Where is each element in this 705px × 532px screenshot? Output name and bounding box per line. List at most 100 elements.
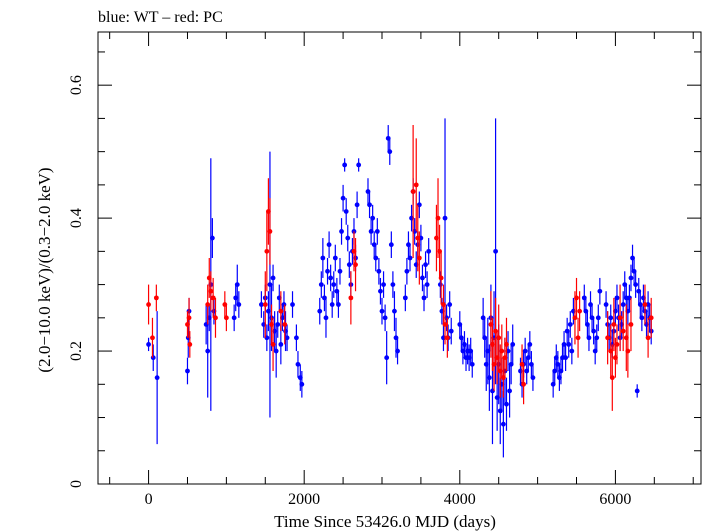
data-point xyxy=(416,255,422,261)
data-point xyxy=(420,275,425,281)
data-point xyxy=(620,328,626,334)
data-point xyxy=(402,295,408,301)
data-point xyxy=(278,308,284,314)
data-point xyxy=(236,302,242,307)
data-point xyxy=(486,375,492,381)
data-point xyxy=(270,342,276,347)
data-point xyxy=(442,322,448,327)
data-point xyxy=(384,355,390,361)
data-point xyxy=(510,342,516,347)
data-point xyxy=(448,328,454,334)
data-point xyxy=(342,162,348,168)
data-point xyxy=(367,202,372,208)
data-point xyxy=(209,235,215,241)
data-point xyxy=(404,268,410,274)
data-point xyxy=(348,295,354,301)
data-point xyxy=(444,335,450,341)
data-point xyxy=(521,381,527,387)
data-point xyxy=(299,381,305,387)
data-point xyxy=(591,328,597,334)
data-point xyxy=(281,302,287,307)
data-point xyxy=(356,162,362,168)
data-point xyxy=(205,302,211,307)
data-point xyxy=(437,282,443,287)
data-point xyxy=(346,262,352,268)
data-point xyxy=(469,361,475,367)
data-point xyxy=(563,355,569,361)
data-point xyxy=(628,275,634,281)
data-point xyxy=(645,335,651,341)
data-point xyxy=(336,302,341,307)
data-point xyxy=(290,302,295,307)
data-point xyxy=(611,322,617,327)
data-point xyxy=(605,335,611,341)
y-tick-label: 0 xyxy=(68,480,85,488)
data-point xyxy=(331,282,337,287)
data-point xyxy=(376,268,382,274)
data-point xyxy=(639,315,645,321)
x-tick-label: 4000 xyxy=(444,491,476,508)
data-point xyxy=(150,335,155,341)
y-axis-label: (2.0−10.0 keV)/(0.3−2.0 keV) xyxy=(35,167,54,372)
series-pc xyxy=(146,125,654,411)
data-point xyxy=(339,229,344,234)
data-point xyxy=(267,229,273,234)
data-point xyxy=(499,348,505,354)
data-point xyxy=(378,288,383,294)
data-point xyxy=(392,308,397,314)
data-point xyxy=(332,255,338,261)
data-point xyxy=(648,315,654,321)
data-point xyxy=(294,335,299,341)
data-point xyxy=(493,248,498,254)
data-point xyxy=(154,375,160,381)
data-point xyxy=(153,295,159,301)
chart-title: blue: WT – red: PC xyxy=(98,9,223,26)
data-point xyxy=(603,302,609,307)
data-point xyxy=(343,209,349,214)
data-point xyxy=(575,335,581,341)
data-point xyxy=(208,288,214,294)
data-point xyxy=(373,255,379,261)
plot-frame xyxy=(97,31,702,485)
data-point xyxy=(273,348,279,354)
data-point xyxy=(213,315,218,321)
data-point xyxy=(642,302,648,307)
data-point xyxy=(374,229,380,234)
data-point xyxy=(574,295,579,301)
data-point xyxy=(146,342,151,347)
data-point xyxy=(329,302,335,307)
data-point xyxy=(264,248,270,254)
data-point xyxy=(345,235,351,241)
data-point xyxy=(634,388,640,394)
data-point xyxy=(504,342,509,347)
data-point xyxy=(594,335,600,341)
data-point xyxy=(328,275,334,281)
data-point xyxy=(295,361,301,367)
data-point xyxy=(340,195,346,201)
x-tick-label: 0 xyxy=(145,491,153,508)
data-point xyxy=(530,375,536,381)
data-point xyxy=(258,302,264,307)
data-point xyxy=(275,322,281,327)
y-tick-label: 0.4 xyxy=(68,208,85,228)
data-point xyxy=(597,288,603,294)
data-point xyxy=(500,421,506,427)
data-point xyxy=(370,215,376,221)
data-point xyxy=(421,295,427,301)
data-point xyxy=(586,335,592,341)
series-wt xyxy=(146,118,654,458)
data-point xyxy=(609,375,615,381)
data-point xyxy=(381,282,386,287)
data-point xyxy=(187,342,193,347)
data-point xyxy=(387,149,393,155)
data-point xyxy=(317,308,323,314)
data-point xyxy=(625,348,631,354)
data-point xyxy=(628,322,634,327)
data-series xyxy=(146,118,654,458)
data-point xyxy=(337,268,343,274)
data-point xyxy=(566,342,572,347)
data-point xyxy=(407,255,413,261)
data-point xyxy=(379,308,385,314)
data-point xyxy=(325,268,330,274)
data-point xyxy=(382,315,388,321)
